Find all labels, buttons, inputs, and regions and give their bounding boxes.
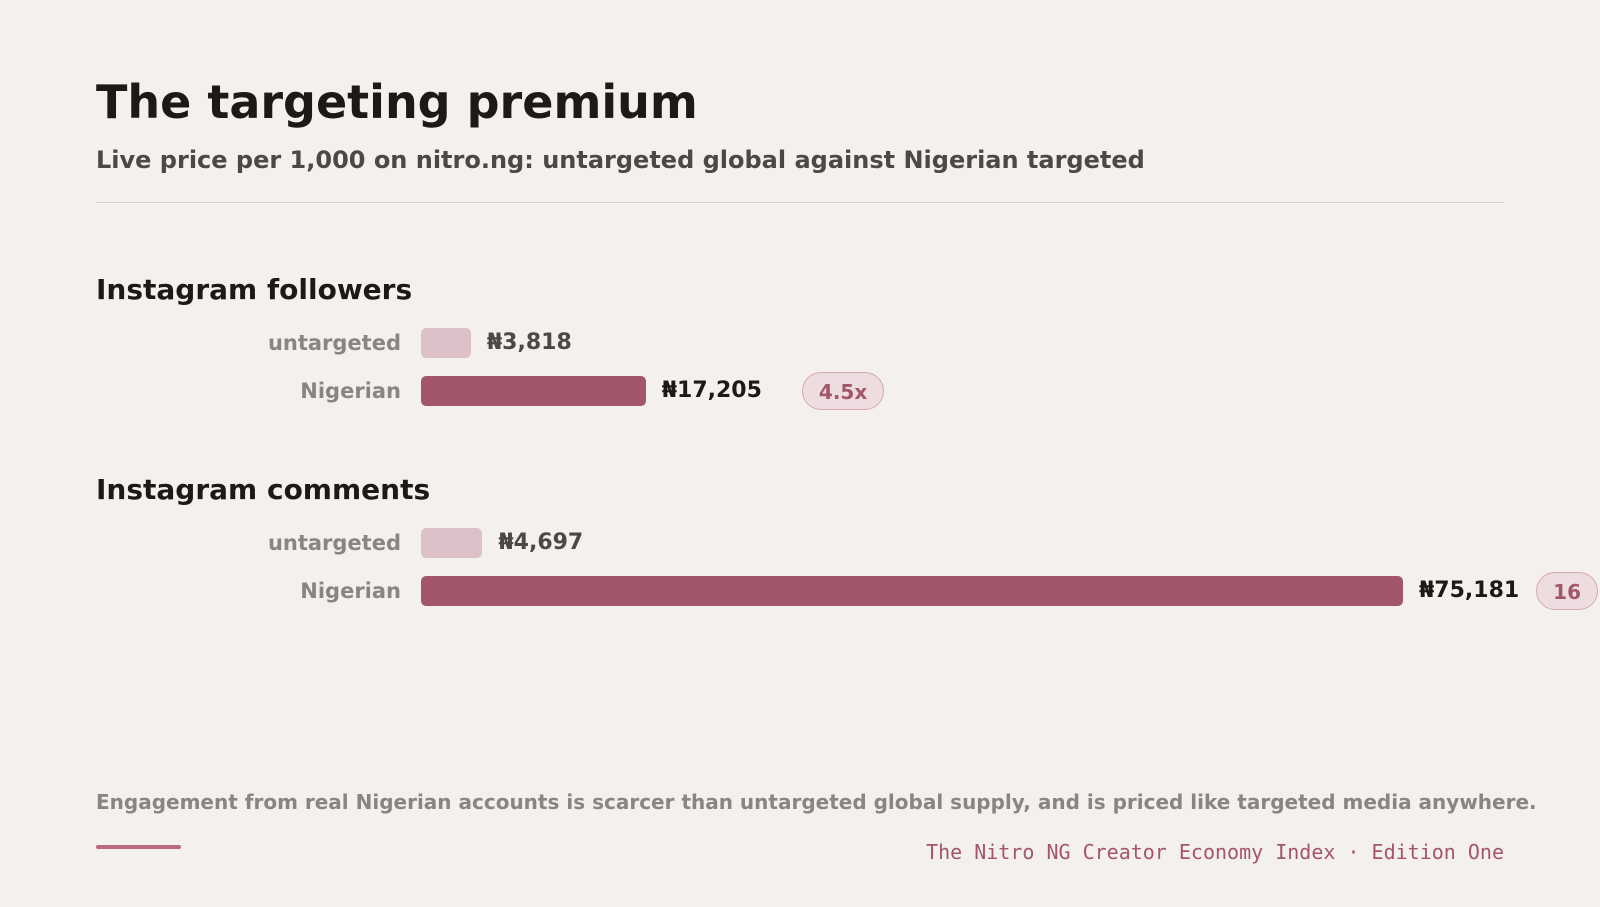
group-title: Instagram comments bbox=[96, 473, 431, 506]
bar-targeted bbox=[421, 576, 1403, 606]
bar-value-label: ₦17,205 bbox=[661, 378, 762, 403]
chart-title: The targeting premium bbox=[96, 75, 698, 129]
bar-label: Nigerian bbox=[300, 379, 401, 403]
group-title: Instagram followers bbox=[96, 273, 413, 306]
ratio-badge: 4.5x bbox=[801, 372, 885, 410]
bar-label: untargeted bbox=[267, 531, 401, 555]
bar-label: untargeted bbox=[267, 331, 401, 355]
bar-label: Nigerian bbox=[300, 579, 401, 603]
bar-untargeted bbox=[421, 328, 471, 358]
bar-targeted bbox=[421, 376, 646, 406]
footnote: Engagement from real Nigerian accounts i… bbox=[96, 790, 1537, 814]
chart-subtitle: Live price per 1,000 on nitro.ng: untarg… bbox=[96, 146, 1145, 174]
bar-value-label: ₦75,181 bbox=[1419, 578, 1520, 603]
ratio-badge: 16 bbox=[1536, 572, 1598, 610]
bar-value-label: ₦4,697 bbox=[498, 530, 584, 555]
accent-line bbox=[96, 845, 181, 849]
bar-untargeted bbox=[421, 528, 483, 558]
title-divider bbox=[96, 202, 1504, 203]
bar-value-label: ₦3,818 bbox=[486, 330, 572, 355]
credit-line: The Nitro NG Creator Economy Index · Edi… bbox=[926, 840, 1504, 864]
